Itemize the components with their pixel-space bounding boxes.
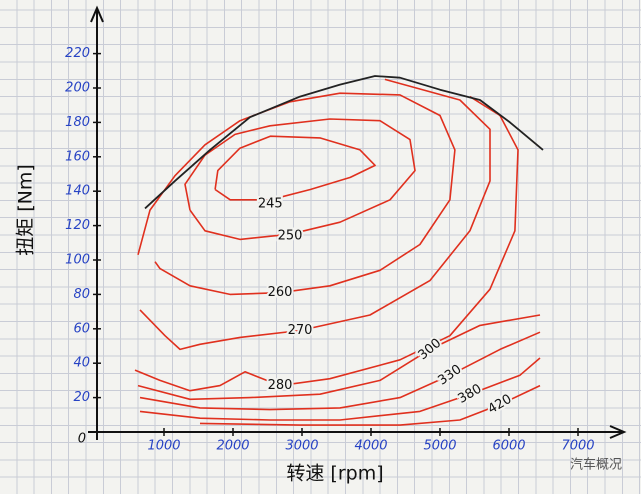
y-tick-label: 0 [78,432,86,447]
contour-level-label: 270 [288,323,313,338]
y-tick-label: 80 [73,287,90,302]
y-tick-label: 20 [73,390,90,405]
y-tick-label: 220 [65,46,90,61]
y-tick-label: 120 [65,218,90,233]
y-tick-label: 60 [73,321,90,336]
contour-level-label: 420 [485,392,514,417]
y-tick-label: 100 [65,253,90,268]
contour-level-label: 280 [268,378,293,393]
contour-line [137,314,541,401]
x-tick-label: 6000 [492,439,525,454]
y-axis-arrow [90,5,104,23]
x-tick-label: 1000 [147,439,180,454]
contour-level-label: 260 [268,285,293,300]
x-axis-arrow [609,425,627,439]
x-tick-label: 2000 [216,439,249,454]
contour-level-label: 380 [455,381,484,406]
contour-line [139,78,491,351]
x-tick-label: 3000 [285,439,318,454]
y-tick-label: 180 [65,115,90,130]
contour-line [137,92,456,296]
contour-line [139,331,541,411]
contour-level-label: 245 [258,196,283,211]
contour-line [199,384,541,426]
x-tick-label: 7000 [561,439,594,454]
x-tick-label: 5000 [423,439,456,454]
contour-line [139,357,541,421]
contour-line [184,118,416,241]
contour-line [214,135,376,201]
y-tick-label: 200 [65,81,90,96]
y-tick-label: 160 [65,149,90,164]
watermark: 汽车概况 [570,457,622,473]
contour-level-label: 330 [435,362,464,389]
contour-level-label: 250 [278,229,303,244]
x-axis-title: 转速 [rpm] [286,463,383,485]
contour-line [134,95,519,392]
x-tick-label: 4000 [354,439,387,454]
max-torque-curve [144,75,544,210]
y-axis-title: 扭矩 [Nm] [15,164,37,256]
y-tick-label: 40 [73,356,90,371]
y-tick-label: 140 [65,184,90,199]
